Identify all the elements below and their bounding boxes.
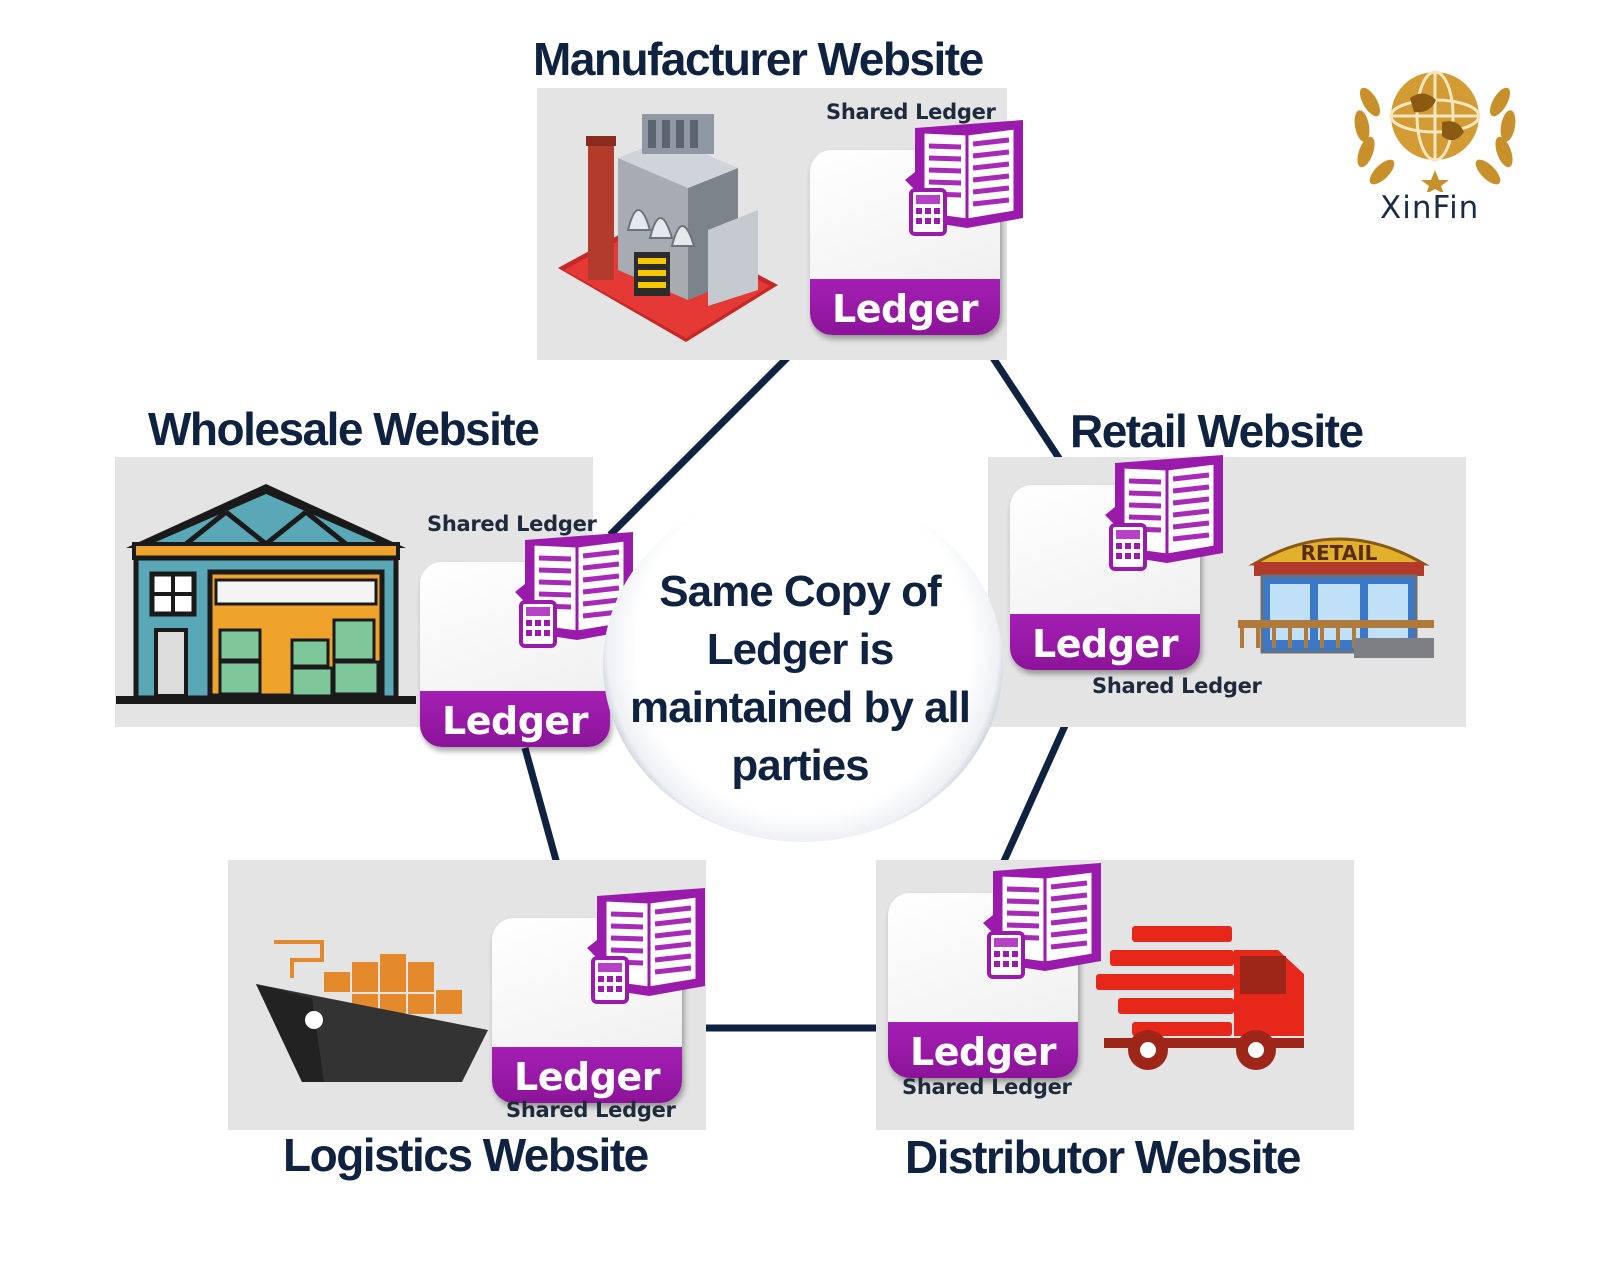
distributor-shared-label: Shared Ledger [902, 1075, 1072, 1099]
manufacturer-ledger-card: Ledger [810, 150, 1000, 335]
wholesale-ledger-card: Ledger [420, 562, 610, 747]
center-statement: Same Copy of Ledger is maintained by all… [620, 563, 980, 795]
ledger-book-icon [983, 858, 1103, 988]
factory-icon [558, 110, 778, 350]
logistics-title: Logistics Website [283, 1128, 648, 1182]
delivery-truck-icon [1096, 920, 1316, 1070]
warehouse-icon [116, 480, 416, 710]
retail-ledger-label: Ledger [1010, 622, 1200, 666]
ledger-book-icon [905, 115, 1025, 245]
ledger-book-icon [587, 883, 707, 1013]
retail-store-icon: RETAIL [1234, 520, 1444, 670]
ledger-book-icon [1105, 450, 1225, 580]
distributor-ledger-label: Ledger [888, 1030, 1078, 1074]
distributor-title: Distributor Website [905, 1130, 1300, 1184]
retail-sign-text: RETAIL [1301, 541, 1378, 565]
xinfin-globe-laurel-icon [1350, 62, 1520, 192]
xinfin-logo-text: XinFin [1380, 190, 1479, 226]
distributor-ledger-card: Ledger [888, 893, 1078, 1078]
logistics-shared-label: Shared Ledger [506, 1098, 676, 1122]
logistics-ledger-label: Ledger [492, 1055, 682, 1099]
wholesale-title: Wholesale Website [148, 402, 538, 456]
manufacturer-ledger-label: Ledger [810, 287, 1000, 331]
retail-shared-label: Shared Ledger [1092, 674, 1262, 698]
manufacturer-title: Manufacturer Website [533, 32, 983, 86]
logistics-ledger-card: Ledger [492, 918, 682, 1103]
cargo-ship-icon [252, 932, 502, 1092]
wholesale-ledger-label: Ledger [420, 699, 610, 743]
retail-ledger-card: Ledger [1010, 485, 1200, 670]
